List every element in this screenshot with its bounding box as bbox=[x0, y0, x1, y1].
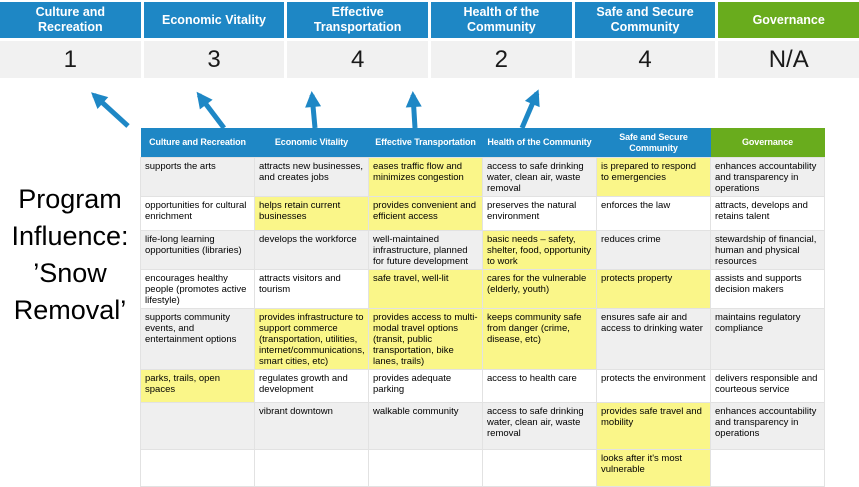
program-title: Program Influence: ’Snow Removal’ bbox=[11, 184, 129, 325]
matrix-cell: provides adequate parking bbox=[368, 369, 483, 403]
up-arrow-icon-2 bbox=[196, 91, 226, 130]
up-arrow-icon-4 bbox=[405, 91, 422, 129]
matrix-cell: keeps community safe from danger (crime,… bbox=[482, 308, 597, 370]
matrix-cell: protects property bbox=[596, 269, 711, 309]
matrix-cell: regulates growth and development bbox=[254, 369, 369, 403]
summary-score-cell-2: 3 bbox=[143, 41, 285, 78]
matrix-header-cell-2: Economic Vitality bbox=[254, 128, 369, 158]
up-arrow-icon-5 bbox=[519, 89, 540, 129]
matrix-cell: life-long learning opportunities (librar… bbox=[140, 230, 255, 270]
matrix-cell: enhances accountability and transparency… bbox=[710, 402, 825, 450]
matrix-cell: attracts, develops and retains talent bbox=[710, 196, 825, 231]
matrix-cell: safe travel, well-lit bbox=[368, 269, 483, 309]
matrix-header-cell-4: Health of the Community bbox=[482, 128, 597, 158]
matrix-row-1: supports the arts attracts new businesses… bbox=[140, 157, 825, 197]
matrix-cell: basic needs – safety, shelter, food, opp… bbox=[482, 230, 597, 270]
matrix-cell: ensures safe air and access to drinking … bbox=[596, 308, 711, 370]
influence-matrix: Culture and Recreation Economic Vitality E… bbox=[140, 128, 825, 487]
matrix-cell bbox=[140, 402, 255, 450]
matrix-cell: encourages healthy people (promotes acti… bbox=[140, 269, 255, 309]
summary-header-cell-4: Health of the Community bbox=[431, 2, 572, 38]
matrix-cell: enhances accountability and transparency… bbox=[710, 157, 825, 197]
summary-header-cell-1: Culture and Recreation bbox=[0, 2, 141, 38]
summary-score-cell-3: 4 bbox=[287, 41, 429, 78]
matrix-cell: walkable community bbox=[368, 402, 483, 450]
matrix-cell: attracts visitors and tourism bbox=[254, 269, 369, 309]
matrix-cell: provides infrastructure to support comme… bbox=[254, 308, 369, 370]
summary-header-cell-5: Safe and Secure Community bbox=[574, 2, 716, 38]
matrix-row-5: supports community events, and entertain… bbox=[140, 308, 825, 370]
summary-score-cell-4: 2 bbox=[431, 41, 572, 78]
matrix-cell: looks after it's most vulnerable bbox=[596, 449, 711, 487]
matrix-row-2: opportunities for cultural enrichment hel… bbox=[140, 196, 825, 231]
matrix-cell: preserves the natural environment bbox=[482, 196, 597, 231]
up-arrow-icon-3 bbox=[305, 91, 322, 129]
matrix-cell: provides safe travel and mobility bbox=[596, 402, 711, 450]
matrix-header-cell-5: Safe and Secure Community bbox=[596, 128, 711, 158]
matrix-cell: helps retain current businesses bbox=[254, 196, 369, 231]
matrix-cell: supports community events, and entertain… bbox=[140, 308, 255, 370]
matrix-header-cell-3: Effective Transportation bbox=[368, 128, 483, 158]
matrix-header-cell-1: Culture and Recreation bbox=[140, 128, 255, 158]
matrix-cell bbox=[482, 449, 597, 487]
summary-header-cell-6: Governance bbox=[718, 2, 859, 38]
summary-score-cell-6: N/A bbox=[718, 41, 859, 78]
matrix-cell bbox=[254, 449, 369, 487]
matrix-cell bbox=[710, 449, 825, 487]
matrix-row-7: vibrant downtown walkable community access… bbox=[140, 402, 825, 450]
matrix-cell: eases traffic flow and minimizes congest… bbox=[368, 157, 483, 197]
matrix-cell: supports the arts bbox=[140, 157, 255, 197]
summary-header-cell-2: Economic Vitality bbox=[143, 2, 285, 38]
matrix-cell: enforces the law bbox=[596, 196, 711, 231]
matrix-cell bbox=[368, 449, 483, 487]
matrix-row-3: life-long learning opportunities (librar… bbox=[140, 230, 825, 270]
matrix-cell: access to safe drinking water, clean air… bbox=[482, 157, 597, 197]
matrix-cell: protects the environment bbox=[596, 369, 711, 403]
matrix-cell: access to health care bbox=[482, 369, 597, 403]
matrix-cell: develops the workforce bbox=[254, 230, 369, 270]
matrix-cell: maintains regulatory compliance bbox=[710, 308, 825, 370]
matrix-cell: is prepared to respond to emergencies bbox=[596, 157, 711, 197]
matrix-cell: delivers responsible and courteous servi… bbox=[710, 369, 825, 403]
influence-arrows bbox=[91, 89, 540, 130]
summary-header-row: Culture and Recreation Economic Vitality E… bbox=[0, 2, 859, 38]
matrix-row-4: encourages healthy people (promotes acti… bbox=[140, 269, 825, 309]
matrix-header-cell-6: Governance bbox=[710, 128, 825, 158]
matrix-cell: vibrant downtown bbox=[254, 402, 369, 450]
summary-score-row: 1 3 4 2 4 N/A bbox=[0, 41, 859, 78]
matrix-cell: stewardship of financial, human and phys… bbox=[710, 230, 825, 270]
matrix-cell: reduces crime bbox=[596, 230, 711, 270]
matrix-cell: provides access to multi-modal travel op… bbox=[368, 308, 483, 370]
summary-score-cell-1: 1 bbox=[0, 41, 141, 78]
matrix-row-8: looks after it's most vulnerable bbox=[140, 449, 825, 487]
matrix-cell: provides convenient and efficient access bbox=[368, 196, 483, 231]
matrix-row-6: parks, trails, open spaces regulates grow… bbox=[140, 369, 825, 403]
up-arrow-icon-1 bbox=[91, 92, 130, 128]
matrix-header-row: Culture and Recreation Economic Vitality E… bbox=[140, 128, 825, 158]
matrix-cell: opportunities for cultural enrichment bbox=[140, 196, 255, 231]
matrix-cell: cares for the vulnerable (elderly, youth… bbox=[482, 269, 597, 309]
matrix-cell: assists and supports decision makers bbox=[710, 269, 825, 309]
matrix-cell: parks, trails, open spaces bbox=[140, 369, 255, 403]
summary-header-cell-3: Effective Transportation bbox=[287, 2, 429, 38]
matrix-cell: access to safe drinking water, clean air… bbox=[482, 402, 597, 450]
matrix-cell: attracts new businesses, and creates job… bbox=[254, 157, 369, 197]
matrix-cell: well-maintained infrastructure, planned … bbox=[368, 230, 483, 270]
summary-score-cell-5: 4 bbox=[574, 41, 716, 78]
matrix-cell bbox=[140, 449, 255, 487]
